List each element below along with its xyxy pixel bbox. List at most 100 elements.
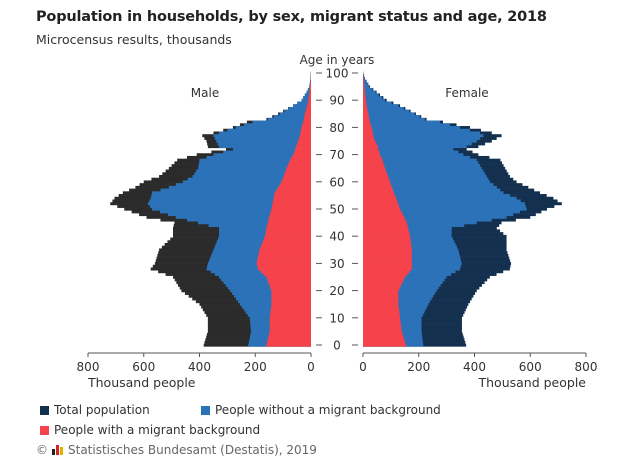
- bar-male-people-without-a-migrant-background-age-73: [219, 145, 311, 149]
- bar-female-people-with-a-migrant-background-age-28: [363, 267, 412, 271]
- chart-subtitle: Microcensus results, thousands: [36, 32, 232, 47]
- bar-female-people-with-a-migrant-background-age-25: [363, 275, 406, 279]
- bar-male-people-with-a-migrant-background-age-97: [310, 79, 311, 83]
- bar-female-people-with-a-migrant-background-age-33: [363, 253, 412, 257]
- bar-male-people-with-a-migrant-background-age-62: [283, 175, 311, 179]
- bar-male-people-with-a-migrant-background-age-16: [271, 300, 311, 304]
- bar-female-people-with-a-migrant-background-age-49: [363, 210, 402, 214]
- age-tick-label: 80: [329, 121, 344, 135]
- bar-female-people-with-a-migrant-background-age-85: [363, 112, 369, 116]
- bar-male-people-without-a-migrant-background-age-48: [167, 213, 311, 217]
- bar-female-people-with-a-migrant-background-age-87: [363, 107, 368, 111]
- bar-male-people-without-a-migrant-background-age-63: [194, 172, 311, 176]
- bar-female-people-with-a-migrant-background-age-54: [363, 196, 397, 200]
- bar-female-people-with-a-migrant-background-age-46: [363, 218, 406, 222]
- bar-male-people-with-a-migrant-background-age-69: [291, 155, 311, 159]
- bar-female-people-with-a-migrant-background-age-79: [363, 128, 373, 132]
- bar-female-people-without-a-migrant-background-age-19: [363, 291, 435, 295]
- bar-male-people-with-a-migrant-background-age-6: [269, 327, 311, 331]
- bar-female-people-with-a-migrant-background-age-57: [363, 188, 393, 192]
- bar-female-people-with-a-migrant-background-age-34: [363, 251, 412, 255]
- bar-female-people-without-a-migrant-background-age-71: [363, 150, 459, 154]
- legend-label: People with a migrant background: [54, 423, 261, 437]
- bar-male-people-with-a-migrant-background-age-46: [268, 218, 311, 222]
- bar-female-people-with-a-migrant-background-age-88: [363, 104, 367, 108]
- bar-female-people-with-a-migrant-background-age-76: [363, 136, 375, 140]
- bar-female-people-without-a-migrant-background-age-75: [363, 139, 477, 143]
- bar-male-people-with-a-migrant-background-age-54: [273, 196, 311, 200]
- bar-female-people-with-a-migrant-background-age-41: [363, 232, 410, 236]
- bar-male-people-without-a-migrant-background-age-93: [306, 90, 311, 94]
- bar-male-people-without-a-migrant-background-age-83: [267, 117, 311, 121]
- bar-female-people-without-a-migrant-background-age-54: [363, 196, 517, 200]
- bar-female-people-without-a-migrant-background-age-99: [363, 74, 364, 78]
- bar-male-people-with-a-migrant-background-age-95: [309, 85, 311, 89]
- bar-female-people-with-a-migrant-background-age-97: [363, 79, 364, 83]
- bar-male-people-without-a-migrant-background-age-22: [225, 283, 311, 287]
- bar-male-people-with-a-migrant-background-age-30: [256, 262, 311, 266]
- bar-male-people-with-a-migrant-background-age-21: [270, 286, 311, 290]
- bar-male-people-with-a-migrant-background-age-3: [268, 335, 311, 339]
- bar-female-people-with-a-migrant-background-age-55: [363, 194, 396, 198]
- bar-female-people-with-a-migrant-background-age-6: [363, 327, 402, 331]
- bar-male-people-without-a-migrant-background-age-64: [196, 169, 311, 173]
- bar-male-people-without-a-migrant-background-age-78: [219, 131, 311, 135]
- bar-female-people-without-a-migrant-background-age-72: [363, 147, 454, 151]
- bar-female-people-with-a-migrant-background-age-20: [363, 289, 399, 293]
- bar-male-people-without-a-migrant-background-age-94: [307, 87, 311, 91]
- age-tick-label: 60: [329, 175, 344, 189]
- bar-male-people-with-a-migrant-background-age-41: [265, 232, 311, 236]
- bar-male-people-without-a-migrant-background-age-61: [187, 177, 311, 181]
- bar-female-people-with-a-migrant-background-age-63: [363, 172, 388, 176]
- bar-male-people-with-a-migrant-background-age-31: [257, 259, 311, 263]
- age-tick-label: 20: [329, 284, 344, 298]
- bar-female-people-with-a-migrant-background-age-60: [363, 180, 391, 184]
- bar-female-people-with-a-migrant-background-age-47: [363, 215, 405, 219]
- bar-male-people-without-a-migrant-background-age-76: [214, 136, 311, 140]
- bar-female-people-with-a-migrant-background-age-64: [363, 169, 387, 173]
- value-tick-label-male: 200: [244, 360, 267, 374]
- legend-label: People without a migrant background: [215, 403, 441, 417]
- bar-female-people-without-a-migrant-background-age-51: [363, 204, 526, 208]
- bar-female-people-with-a-migrant-background-age-3: [363, 335, 404, 339]
- bar-female-people-with-a-migrant-background-age-95: [363, 85, 365, 89]
- bar-female-people-with-a-migrant-background-age-5: [363, 330, 402, 334]
- bar-male-people-with-a-migrant-background-age-76: [299, 136, 311, 140]
- bar-male-people-without-a-migrant-background-age-91: [303, 96, 311, 100]
- bar-male-people-without-a-migrant-background-age-43: [219, 226, 311, 230]
- bar-female-people-without-a-migrant-background-age-73: [363, 145, 467, 149]
- bar-female-people-without-a-migrant-background-age-49: [363, 210, 520, 214]
- bar-female-people-with-a-migrant-background-age-50: [363, 207, 401, 211]
- bar-male-people-without-a-migrant-background-age-24: [221, 278, 311, 282]
- value-tick-label-male: 0: [307, 360, 315, 374]
- bar-male-people-with-a-migrant-background-age-14: [271, 305, 311, 309]
- bar-female-people-with-a-migrant-background-age-52: [363, 202, 399, 206]
- bar-male-people-without-a-migrant-background-age-68: [199, 158, 311, 162]
- bar-female-people-with-a-migrant-background-age-56: [363, 191, 394, 195]
- bar-female-people-with-a-migrant-background-age-7: [363, 324, 402, 328]
- bar-female-people-with-a-migrant-background-age-19: [363, 291, 399, 295]
- bar-male-people-with-a-migrant-background-age-60: [281, 180, 311, 184]
- bar-male-people-without-a-migrant-background-age-52: [147, 202, 311, 206]
- bar-female-people-without-a-migrant-background-age-67: [363, 161, 479, 165]
- bar-female-people-without-a-migrant-background-age-21: [363, 286, 439, 290]
- bar-female-people-with-a-migrant-background-age-96: [363, 82, 365, 86]
- bar-male-people-without-a-migrant-background-age-42: [219, 229, 311, 233]
- bar-female-people-without-a-migrant-background-age-47: [363, 215, 507, 219]
- bar-female-people-without-a-migrant-background-age-96: [363, 82, 368, 86]
- bar-male-people-without-a-migrant-background-age-51: [150, 204, 311, 208]
- bar-male-people-without-a-migrant-background-age-69: [206, 155, 311, 159]
- value-tick-label-male: 600: [132, 360, 155, 374]
- bar-male-people-with-a-migrant-background-age-70: [293, 153, 311, 157]
- bar-male-people-with-a-migrant-background-age-49: [270, 210, 311, 214]
- bar-male-people-with-a-migrant-background-age-25: [266, 275, 311, 279]
- bar-male-people-with-a-migrant-background-age-39: [263, 237, 311, 241]
- bar-female-people-without-a-migrant-background-age-94: [363, 87, 373, 91]
- bar-male-people-without-a-migrant-background-age-46: [186, 218, 311, 222]
- bar-female-people-with-a-migrant-background-age-71: [363, 150, 380, 154]
- bar-male-people-with-a-migrant-background-age-88: [307, 104, 311, 108]
- bar-female-people-with-a-migrant-background-age-16: [363, 300, 399, 304]
- bar-male-people-with-a-migrant-background-age-57: [276, 188, 311, 192]
- bar-male-people-without-a-migrant-background-age-44: [208, 223, 311, 227]
- destatis-logo-icon: [52, 445, 64, 455]
